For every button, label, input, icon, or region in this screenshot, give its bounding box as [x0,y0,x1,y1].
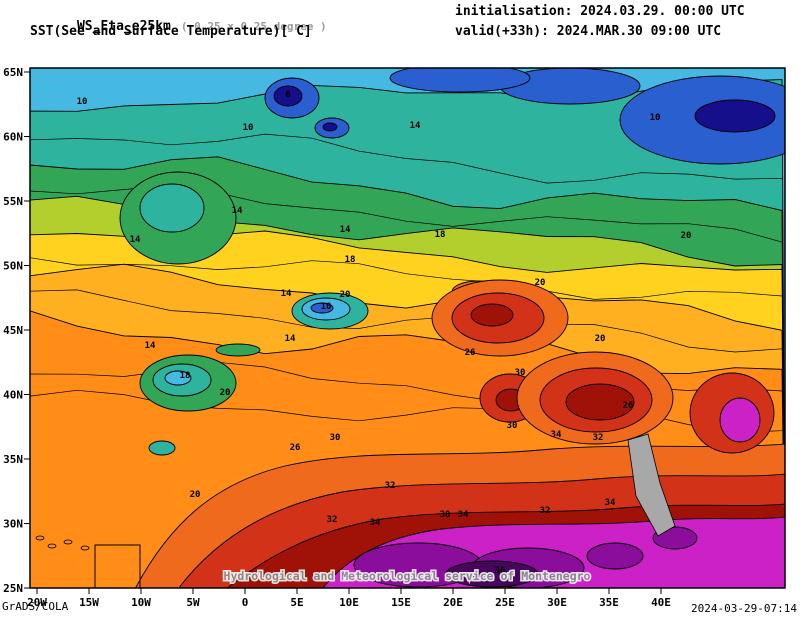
contour-label: 20 [535,278,546,288]
contour-line [30,289,783,353]
model-name: WS_Eta_e25km [76,19,171,34]
temp-anomaly [322,122,338,132]
temp-anomaly [215,343,261,357]
contour-label: 26 [623,401,634,411]
initialisation-time: initialisation: 2024.03.29. 00:00 UTC [455,4,745,19]
contour-label: 26 [290,443,301,453]
temp-anomaly [310,302,334,314]
contour-label: 30 [440,510,451,520]
contour-label: 30 [330,433,341,443]
lon-tick-label: 20W [27,596,47,609]
contour-label: 18 [180,371,191,381]
contour-label: 14 [145,341,156,351]
weather-map: 10 6 10 14 10 14 14 14 18 20 18 20 14 20 10 14 26 20 30 14 1… [3,66,786,609]
contour-label: 20 [220,388,231,398]
lat-tick-label: 30N [3,518,23,531]
temp-anomaly [586,542,644,570]
temp-anomaly [139,183,205,233]
contour-label: 10 [243,123,254,133]
contour-label: 34 [458,510,469,520]
contour-label: 14 [285,334,296,344]
contour-label: 36 [495,566,506,576]
contour-label: 18 [345,255,356,265]
contour-label: 20 [681,231,692,241]
lat-tick-label: 25N [3,582,23,595]
lon-tick-label: 30E [547,596,567,609]
temp-anomaly [273,85,303,107]
island-outline [47,543,57,549]
map-frame [29,67,786,589]
variable-title: SST(See and Surface Temperature)[ C] [30,24,312,39]
island-outline [80,545,90,551]
temp-anomaly [470,303,514,327]
contour-label: 10 [650,113,661,123]
contour-label: 14 [130,235,141,245]
lon-tick-label: 5W [186,596,200,609]
lat-tick-label: 45N [3,324,23,337]
lon-tick-label: 20E [443,596,463,609]
inset-box [94,544,141,588]
contour-label: 14 [281,289,292,299]
lon-tick-label: 40E [651,596,671,609]
temp-anomaly [694,99,776,133]
contour-label: 34 [605,498,616,508]
temp-anomaly [565,383,635,421]
contour-label: 26 [465,348,476,358]
contour-label: 32 [540,506,551,516]
lon-tick-label: 5E [290,596,303,609]
contour-label: 32 [593,433,604,443]
contour-label: 10 [77,97,88,107]
contour-label: 32 [327,515,338,525]
grid-resolution: ( 0.25 x 0.25 degree ) [180,20,327,33]
no-data-patch [627,433,676,537]
island-outline [35,535,45,541]
temp-anomaly [389,68,531,93]
temp-anomaly [164,370,192,386]
contour-label: 32 [385,481,396,491]
contour-label: 34 [551,430,562,440]
lat-tick-label: 60N [3,131,23,144]
grads-credit: GrADS/COLA [2,600,69,613]
contour-label: 18 [435,230,446,240]
creation-timestamp: 2024-03-29-07:14 [691,602,797,615]
contour-label: 20 [340,290,351,300]
temp-anomaly [445,560,539,588]
contour-label: 30 [507,421,518,431]
lat-tick-label: 40N [3,389,23,402]
lon-tick-label: 35E [599,596,619,609]
lon-tick-label: 10W [131,596,151,609]
contour-label: 10 [321,302,332,312]
lon-tick-label: 25E [495,596,515,609]
lat-tick-label: 50N [3,260,23,273]
lat-tick-label: 65N [3,66,23,79]
header-line-1: WS_Eta_e25km ( 0.25 x 0.25 degree ) [30,4,327,49]
temp-anomaly [148,440,176,456]
lon-tick-label: 0 [242,596,249,609]
contour-line [30,133,783,184]
valid-time: valid(+33h): 2024.MAR.30 09:00 UTC [455,24,722,39]
contour-label: 6 [285,90,290,100]
contour-label: 14 [232,206,243,216]
plot-area: 10 6 10 14 10 14 14 14 18 20 18 20 14 20 10 14 26 20 30 14 1… [30,68,785,588]
contour-label: 14 [410,121,421,131]
watermark: Hydrological and Meteorological service … [224,569,591,583]
island-outline [63,539,73,545]
temp-anomaly [719,397,761,443]
contour-line [30,257,783,300]
contour-label: 20 [595,334,606,344]
contour-label: 30 [515,368,526,378]
contour-label: 34 [370,518,381,528]
contour-label: 20 [190,490,201,500]
contour-label: 14 [340,225,351,235]
lon-tick-label: 15E [391,596,411,609]
lat-tick-label: 55N [3,195,23,208]
lat-tick-label: 35N [3,453,23,466]
lon-tick-label: 10E [339,596,359,609]
lon-tick-label: 15W [79,596,99,609]
